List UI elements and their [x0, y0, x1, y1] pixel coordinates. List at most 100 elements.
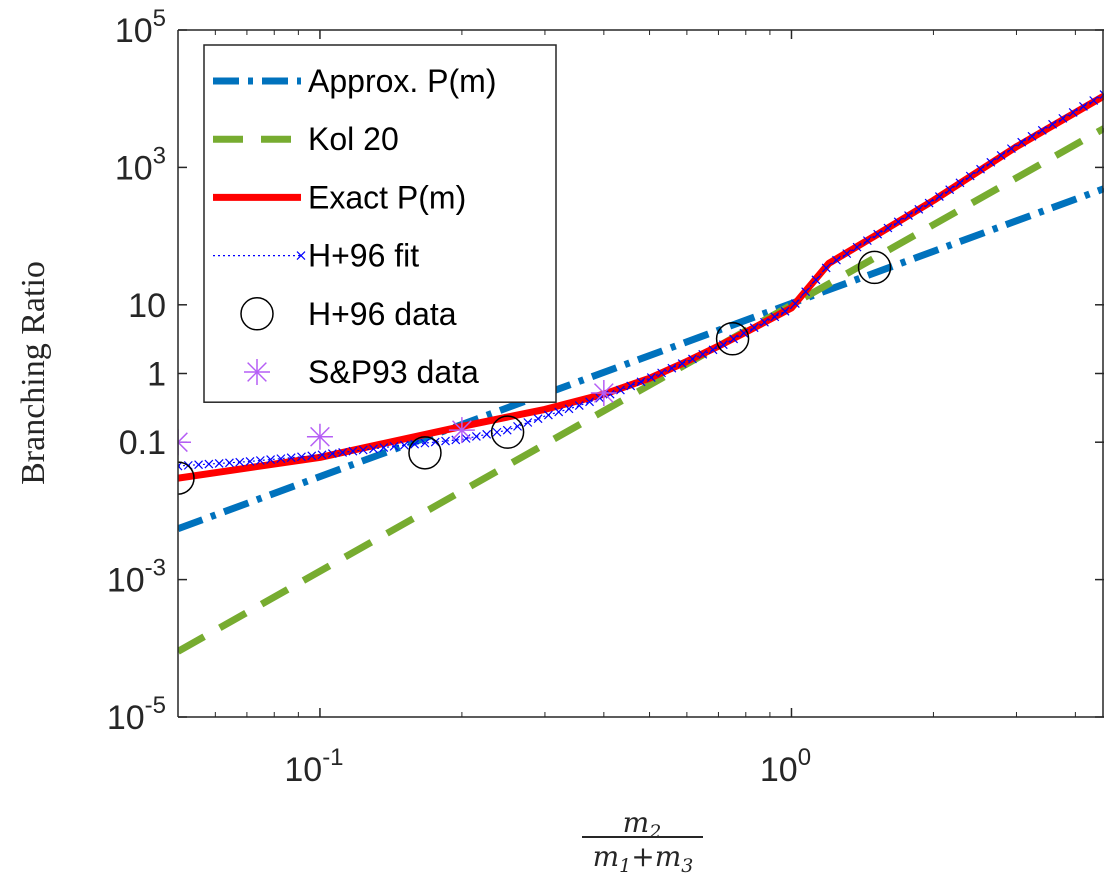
fit-marker — [770, 312, 780, 322]
x-stroke — [420, 438, 430, 448]
x-stroke — [564, 404, 574, 414]
fit-marker — [955, 178, 965, 188]
x-stroke — [790, 299, 800, 308]
x-stroke — [852, 242, 862, 252]
x-stroke — [554, 407, 564, 417]
x-stroke — [842, 249, 852, 259]
x-stroke — [399, 440, 409, 450]
legend-item: Approx. P(m) — [213, 63, 496, 99]
fit-marker — [873, 229, 883, 239]
x-stroke — [451, 435, 461, 445]
x-stroke — [1006, 144, 1016, 154]
fit-marker — [698, 349, 708, 359]
fit-marker — [924, 198, 934, 208]
axes-frame — [177, 29, 1104, 718]
x-stroke — [502, 425, 512, 435]
x-stroke — [245, 457, 255, 466]
fit-marker — [338, 447, 348, 457]
fit-marker — [657, 368, 667, 378]
x-stroke — [307, 451, 317, 461]
x-stroke — [471, 431, 481, 441]
fit-marker — [307, 451, 317, 461]
asterisk-stroke — [452, 420, 472, 440]
fit-marker — [178, 461, 183, 471]
x-stroke — [955, 178, 965, 188]
x-axis-label: m2 m1+m3 — [582, 806, 703, 877]
data-point-asterisk — [448, 417, 475, 444]
x-stroke — [358, 445, 368, 455]
x-stroke — [595, 393, 605, 403]
legend-label: Exact P(m) — [308, 179, 466, 215]
x-stroke — [430, 437, 440, 447]
x-stroke — [832, 255, 841, 265]
fit-marker — [862, 236, 872, 246]
x-stroke — [780, 306, 790, 316]
fit-marker — [636, 377, 646, 387]
x-stroke — [461, 434, 471, 443]
asterisk-stroke — [178, 432, 188, 444]
fit-marker — [502, 425, 512, 435]
fit-marker — [1078, 102, 1088, 111]
y-tick-label: 10-5 — [107, 692, 166, 737]
fit-marker — [214, 459, 224, 468]
fit-marker — [297, 452, 306, 462]
x-stroke — [965, 171, 975, 181]
fit-marker — [204, 459, 214, 469]
x-stroke — [924, 198, 934, 208]
x-label-denominator: m1+m3 — [593, 840, 694, 877]
legend-label: S&P93 data — [308, 354, 479, 390]
fit-marker — [852, 242, 862, 252]
fit-marker — [1068, 107, 1078, 117]
fit-marker — [554, 407, 564, 417]
fit-marker — [574, 401, 584, 410]
data-point-circle — [408, 436, 442, 470]
fit-marker — [615, 385, 625, 395]
x-stroke — [1068, 107, 1078, 117]
x-stroke — [986, 157, 996, 167]
fit-marker — [523, 418, 533, 427]
x-stroke — [1017, 137, 1027, 147]
x-stroke — [1027, 131, 1037, 141]
fit-marker — [801, 287, 811, 297]
x-stroke — [698, 349, 708, 359]
x-stroke — [266, 455, 276, 464]
fit-marker — [276, 454, 286, 464]
fit-marker — [564, 404, 574, 414]
fit-marker — [832, 255, 841, 265]
x-stroke — [770, 312, 780, 322]
x-stroke — [760, 317, 769, 327]
x-stroke — [657, 368, 667, 378]
x-stroke — [523, 418, 533, 427]
x-stroke — [585, 397, 594, 407]
fit-marker — [399, 440, 409, 450]
x-stroke — [204, 459, 214, 469]
fit-marker — [1006, 144, 1016, 154]
x-stroke — [873, 229, 883, 239]
fit-marker — [194, 460, 204, 470]
x-stroke — [296, 251, 306, 261]
x-stroke — [410, 439, 420, 449]
fit-marker — [585, 397, 594, 407]
fit-marker — [389, 441, 399, 451]
x-stroke — [338, 447, 348, 457]
fit-marker — [842, 249, 852, 259]
x-stroke — [914, 204, 924, 214]
x-stroke — [1099, 93, 1104, 99]
fit-marker — [893, 217, 903, 227]
x-stroke — [225, 458, 234, 468]
x-stroke — [729, 334, 739, 344]
legend-label: Approx. P(m) — [308, 63, 496, 99]
fit-marker — [410, 439, 420, 449]
x-stroke — [996, 151, 1006, 160]
fit-marker — [667, 363, 677, 373]
x-stroke — [178, 461, 183, 467]
x-stroke — [255, 456, 265, 465]
fit-marker — [965, 171, 975, 181]
fit-marker — [358, 445, 368, 455]
x-stroke — [286, 453, 296, 463]
x-stroke — [574, 401, 584, 410]
x-stroke — [379, 443, 389, 453]
x-stroke — [194, 460, 204, 470]
x-stroke — [862, 236, 872, 246]
data-point-circle — [178, 461, 195, 495]
